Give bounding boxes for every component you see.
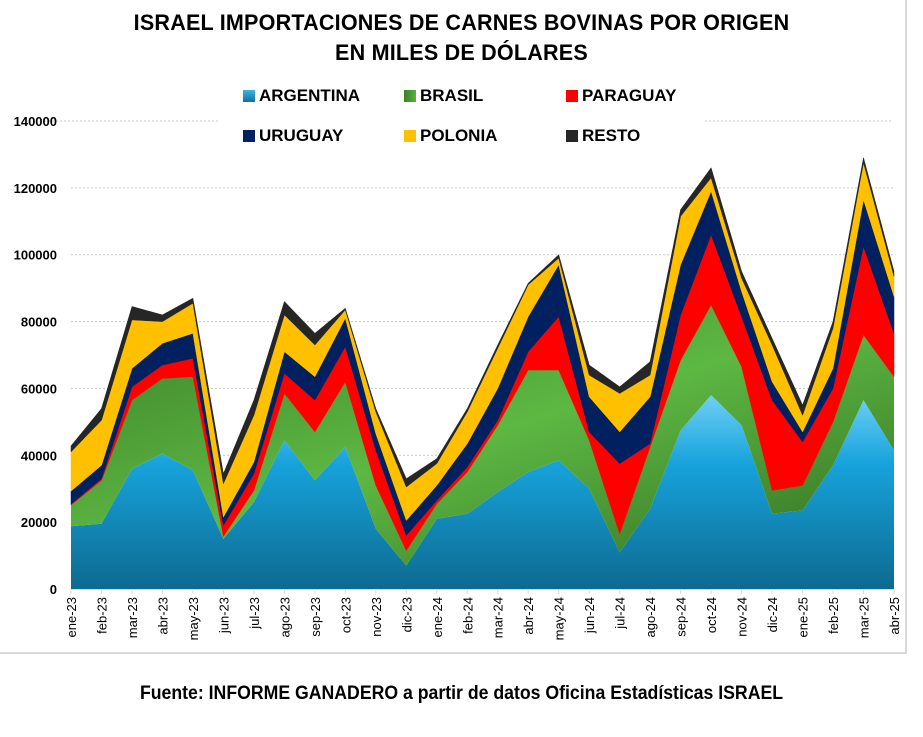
legend-item-paraguay: PARAGUAY [566, 86, 676, 106]
x-tick-label: feb-24 [460, 597, 475, 634]
x-tick-label: abr-24 [521, 597, 536, 635]
x-tick-label: feb-23 [94, 597, 109, 634]
x-tick-label: jul-24 [613, 597, 628, 630]
x-tick-label: ago-23 [277, 597, 292, 637]
x-tick-label: dic-24 [765, 597, 780, 632]
legend-swatch-polonia [404, 130, 416, 142]
chart-title: ISRAEL IMPORTACIONES DE CARNES BOVINAS P… [133, 10, 790, 35]
legend-swatch-argentina [243, 90, 255, 102]
legend-item-uruguay: URUGUAY [243, 126, 343, 146]
x-axis: ene-23 feb-23 mar-23 abr-23 may-23 jun-23 jul-… [64, 589, 902, 640]
x-tick-label: oct-24 [704, 597, 719, 633]
legend-item-resto: RESTO [566, 126, 640, 146]
x-tick-label: mar-24 [491, 597, 506, 638]
source-note: Fuente: INFORME GANADERO a partir de dat… [139, 683, 784, 704]
x-tick-label: jun-24 [582, 597, 597, 634]
legend-label-argentina: ARGENTINA [259, 86, 361, 105]
y-axis: 0 20000 40000 60000 80000 100000 120000 140000 [14, 114, 57, 597]
legend-swatch-uruguay [243, 130, 255, 142]
x-tick-label: ago-24 [643, 597, 658, 637]
x-tick-label: sep-23 [308, 597, 323, 637]
x-tick-label: oct-23 [338, 597, 353, 633]
x-tick-label: nov-23 [369, 597, 384, 637]
x-tick-label: mar-23 [125, 597, 140, 638]
y-tick-label: 0 [50, 582, 57, 597]
x-tick-label: jun-23 [216, 597, 231, 634]
legend-label-resto: RESTO [582, 126, 641, 145]
legend-label-polonia: POLONIA [420, 126, 498, 145]
x-tick-label: ene-23 [64, 597, 79, 637]
y-tick-label: 140000 [14, 114, 57, 129]
x-tick-label: abr-23 [155, 597, 170, 635]
x-tick-label: ene-25 [796, 597, 811, 637]
legend-item-brasil: BRASIL [404, 86, 483, 106]
y-tick-label: 80000 [21, 315, 57, 330]
legend-swatch-paraguay [566, 90, 578, 102]
stacked-area-chart: 020000400006000080000100000120000140000 … [14, 114, 902, 640]
x-tick-label: nov-24 [735, 597, 750, 637]
x-tick-label: ene-24 [430, 597, 445, 637]
y-tick-label: 40000 [21, 448, 57, 463]
area-resto [70, 157, 895, 488]
y-tick-label: 20000 [21, 515, 57, 530]
x-tick-label: sep-24 [674, 597, 689, 637]
x-tick-label: jul-23 [247, 597, 262, 630]
chart-frame [0, 0, 907, 654]
x-tick-label: feb-25 [826, 597, 841, 634]
legend-label-brasil: BRASIL [420, 86, 484, 105]
legend-item-argentina: ARGENTINA [243, 86, 360, 106]
x-tick-label: abr-25 [887, 597, 902, 635]
x-tick-label: may-24 [552, 597, 567, 640]
x-tick-label: mar-25 [857, 597, 872, 638]
legend-swatch-resto [566, 130, 578, 142]
legend-label-paraguay: PARAGUAY [582, 86, 677, 105]
legend-swatch-brasil [404, 90, 416, 102]
chart-subtitle: EN MILES DE DÓLARES [335, 40, 588, 65]
y-tick-label: 60000 [21, 381, 57, 396]
area-argentina [71, 395, 894, 589]
x-tick-label: may-23 [186, 597, 201, 640]
y-tick-label: 100000 [14, 248, 57, 263]
area-brasil [71, 304, 894, 566]
series-areas [70, 157, 895, 589]
y-tick-label: 120000 [14, 181, 57, 196]
legend-item-polonia: POLONIA [404, 126, 497, 146]
legend-label-uruguay: URUGUAY [259, 126, 344, 145]
x-tick-label: dic-23 [399, 597, 414, 632]
